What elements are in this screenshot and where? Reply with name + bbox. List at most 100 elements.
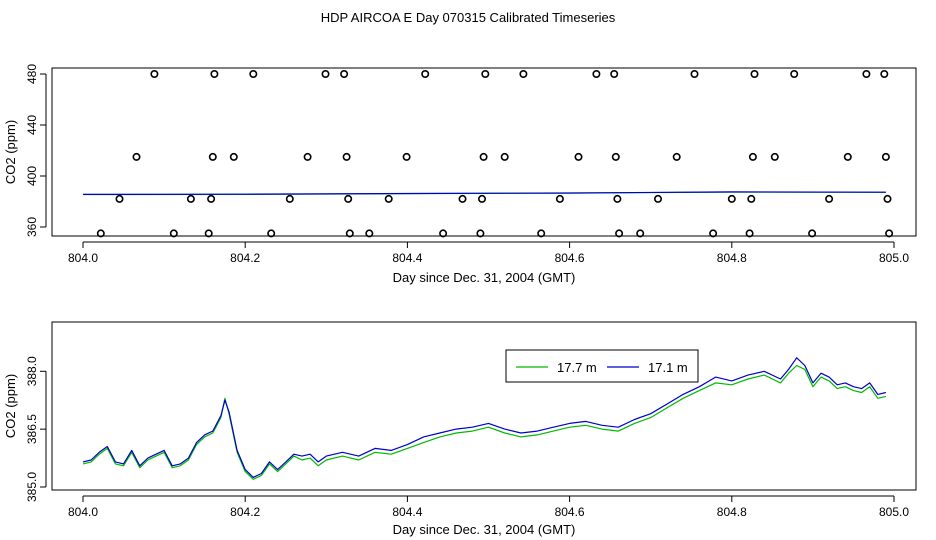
bottom-panel: 804.0 804.2 804.4 804.6 804.8 805.0 385.0 386.… [3, 321, 917, 537]
bottom-series-group [82, 357, 887, 480]
calibration-point [150, 70, 159, 79]
calibration-point [500, 152, 509, 161]
bottom-plot-frame [51, 321, 917, 491]
y-tick-label: 440 [25, 115, 39, 135]
calibration-point [615, 229, 624, 238]
calibration-point [709, 229, 718, 238]
top-x-axis-label: Day since Dec. 31, 2004 (GMT) [393, 270, 576, 285]
calibration-point [384, 194, 393, 203]
calibration-point [207, 194, 216, 203]
calibration-point [555, 194, 564, 203]
bottom-x-axis-label: Day since Dec. 31, 2004 (GMT) [393, 522, 576, 537]
calibration-point [479, 152, 488, 161]
calibration-point [481, 70, 490, 79]
legend-label-17-1m: 17.1 m [648, 360, 688, 375]
calibration-point [574, 152, 583, 161]
calibration-point [613, 194, 622, 203]
top-x-axis: 804.0 804.2 804.4 804.6 804.8 805.0 [68, 241, 909, 265]
x-tick-label: 805.0 [879, 505, 909, 519]
calibration-point [519, 70, 528, 79]
y-tick-label: 480 [25, 64, 39, 84]
legend-label-17-7m: 17.7 m [557, 360, 597, 375]
calibration-point [115, 194, 124, 203]
calibration-point [770, 152, 779, 161]
calibration-point [883, 194, 892, 203]
calibration-point [808, 229, 817, 238]
bottom-y-axis-label: CO2 (ppm) [3, 374, 18, 438]
calibration-point [843, 152, 852, 161]
x-tick-label: 805.0 [879, 251, 909, 265]
top-series-group [82, 191, 886, 196]
calibration-point [748, 152, 757, 161]
calibration-point [636, 229, 645, 238]
calibration-point [204, 229, 213, 238]
y-tick-label: 360 [25, 217, 39, 237]
calibration-point [750, 70, 759, 79]
top-points-group [96, 70, 894, 238]
calibration-point [592, 70, 601, 79]
calibration-point [825, 194, 834, 203]
calibration-point [881, 152, 890, 161]
y-tick-label: 388.0 [25, 356, 39, 386]
x-tick-label: 804.0 [68, 251, 98, 265]
top-plot-frame [51, 67, 917, 237]
x-tick-label: 804.2 [230, 251, 260, 265]
calibration-point [477, 194, 486, 203]
calibration-point [421, 70, 430, 79]
calibration-point [321, 70, 330, 79]
calibration-point [285, 194, 294, 203]
calibration-point [458, 194, 467, 203]
calibration-point [747, 194, 756, 203]
calibration-point [476, 229, 485, 238]
x-tick-label: 804.4 [392, 251, 422, 265]
calibration-point [690, 70, 699, 79]
calibration-point [365, 229, 374, 238]
calibration-point [537, 229, 546, 238]
figure-title: HDP AIRCOA E Day 070315 Calibrated Times… [321, 10, 616, 25]
calibration-point [169, 229, 178, 238]
calibration-point [132, 152, 141, 161]
calibration-point [340, 70, 349, 79]
y-tick-label: 400 [25, 166, 39, 186]
calibration-point [790, 70, 799, 79]
calibration-point [653, 194, 662, 203]
legend: 17.7 m 17.1 m [505, 349, 699, 383]
series-line-blue [82, 191, 886, 195]
y-tick-label: 386.5 [25, 414, 39, 444]
calibration-point [210, 70, 219, 79]
calibration-point [345, 229, 354, 238]
calibration-point [303, 152, 312, 161]
calibration-point [745, 229, 754, 238]
bottom-x-axis: 804.0 804.2 804.4 804.6 804.8 805.0 [68, 495, 909, 519]
x-tick-label: 804.6 [555, 251, 585, 265]
calibration-point [344, 194, 353, 203]
calibration-point [402, 152, 411, 161]
top-panel: 804.0 804.2 804.4 804.6 804.8 805.0 360 400 440… [3, 64, 917, 285]
top-y-axis: 360 400 440 480 [25, 64, 47, 237]
calibration-point [249, 70, 258, 79]
x-tick-label: 804.8 [717, 251, 747, 265]
calibration-point [727, 194, 736, 203]
calibration-point [880, 70, 889, 79]
calibration-point [96, 229, 105, 238]
calibration-point [208, 152, 217, 161]
calibration-point [267, 229, 276, 238]
x-tick-label: 804.4 [392, 505, 422, 519]
calibration-point [342, 152, 351, 161]
calibration-point [610, 70, 619, 79]
calibration-point [862, 70, 871, 79]
calibration-point [611, 152, 620, 161]
series-line-green [82, 364, 887, 480]
bottom-y-axis: 385.0 386.5 388.0 [25, 356, 47, 502]
legend-box [505, 349, 699, 383]
series-line-blue [82, 357, 887, 478]
x-tick-label: 804.0 [68, 505, 98, 519]
x-tick-label: 804.6 [555, 505, 585, 519]
calibration-point [186, 194, 195, 203]
calibration-point [885, 229, 894, 238]
calibration-point [229, 152, 238, 161]
calibration-point [439, 229, 448, 238]
x-tick-label: 804.2 [230, 505, 260, 519]
x-tick-label: 804.8 [717, 505, 747, 519]
